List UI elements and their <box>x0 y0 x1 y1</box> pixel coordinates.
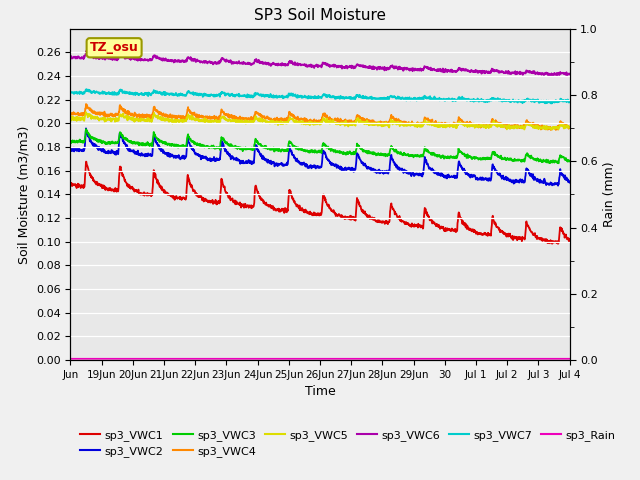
sp3_VWC5 <box>82 109 90 115</box>
sp3_VWC3 <box>76 137 84 143</box>
Line: sp3_VWC4: sp3_VWC4 <box>70 104 570 130</box>
sp3_VWC7 <box>323 94 330 100</box>
sp3_VWC2 <box>566 180 573 185</box>
sp3_VWC5 <box>411 122 419 128</box>
sp3_VWC4 <box>534 122 541 128</box>
sp3_VWC5 <box>76 116 84 121</box>
sp3_VWC4 <box>82 101 90 107</box>
sp3_Rain <box>67 356 74 362</box>
sp3_VWC2 <box>156 144 164 150</box>
sp3_VWC2 <box>76 147 84 153</box>
sp3_VWC2 <box>411 171 419 177</box>
sp3_VWC7 <box>534 97 541 103</box>
Line: sp3_VWC3: sp3_VWC3 <box>70 129 570 163</box>
sp3_Rain <box>534 356 541 362</box>
sp3_VWC5 <box>548 127 556 132</box>
Line: sp3_VWC1: sp3_VWC1 <box>70 162 570 244</box>
Line: sp3_VWC5: sp3_VWC5 <box>70 112 570 130</box>
sp3_VWC4 <box>292 115 300 120</box>
sp3_VWC1 <box>76 183 84 189</box>
sp3_VWC1 <box>67 180 74 186</box>
sp3_VWC6 <box>82 48 90 54</box>
sp3_VWC3 <box>411 153 419 159</box>
sp3_VWC2 <box>67 146 74 152</box>
sp3_VWC3 <box>292 144 300 150</box>
sp3_Rain <box>156 356 164 362</box>
sp3_VWC6 <box>411 66 419 72</box>
sp3_VWC4 <box>156 110 164 116</box>
sp3_VWC4 <box>67 111 74 117</box>
sp3_VWC3 <box>323 143 330 148</box>
sp3_VWC4 <box>411 120 419 126</box>
sp3_VWC7 <box>156 89 164 95</box>
sp3_VWC6 <box>292 62 300 68</box>
sp3_VWC1 <box>566 238 573 244</box>
sp3_VWC3 <box>82 126 90 132</box>
sp3_VWC3 <box>534 156 541 162</box>
sp3_VWC7 <box>566 99 573 105</box>
sp3_Rain <box>76 356 84 362</box>
Line: sp3_VWC7: sp3_VWC7 <box>70 89 570 104</box>
sp3_VWC5 <box>323 120 330 125</box>
sp3_VWC2 <box>323 155 330 160</box>
sp3_VWC6 <box>547 72 554 78</box>
Line: sp3_VWC6: sp3_VWC6 <box>70 51 570 75</box>
sp3_Rain <box>292 356 300 362</box>
sp3_VWC1 <box>554 241 562 247</box>
sp3_VWC6 <box>323 60 330 66</box>
Title: SP3 Soil Moisture: SP3 Soil Moisture <box>254 9 386 24</box>
Text: TZ_osu: TZ_osu <box>90 41 138 54</box>
sp3_VWC6 <box>566 72 573 77</box>
sp3_VWC4 <box>566 124 573 130</box>
sp3_VWC5 <box>566 124 573 130</box>
sp3_VWC2 <box>534 178 541 183</box>
sp3_VWC2 <box>292 156 300 162</box>
sp3_VWC7 <box>547 101 555 107</box>
sp3_VWC2 <box>82 125 90 131</box>
sp3_VWC7 <box>76 91 84 96</box>
sp3_VWC4 <box>76 113 84 119</box>
Y-axis label: Soil Moisture (m3/m3): Soil Moisture (m3/m3) <box>17 125 30 264</box>
sp3_VWC6 <box>534 71 541 76</box>
sp3_VWC2 <box>554 183 562 189</box>
sp3_VWC1 <box>323 199 330 205</box>
sp3_VWC1 <box>156 182 164 188</box>
sp3_VWC3 <box>566 158 573 164</box>
sp3_VWC7 <box>411 95 419 100</box>
sp3_VWC5 <box>534 125 541 131</box>
sp3_VWC1 <box>82 159 90 165</box>
sp3_VWC5 <box>292 119 300 124</box>
sp3_VWC7 <box>67 89 74 95</box>
sp3_VWC1 <box>411 224 419 229</box>
sp3_VWC5 <box>67 116 74 121</box>
sp3_VWC3 <box>67 139 74 145</box>
sp3_VWC7 <box>292 93 300 99</box>
sp3_VWC5 <box>156 116 164 121</box>
sp3_VWC3 <box>555 160 563 166</box>
sp3_VWC6 <box>67 54 74 60</box>
sp3_VWC7 <box>83 86 90 92</box>
sp3_VWC3 <box>156 137 164 143</box>
sp3_VWC4 <box>547 127 555 133</box>
sp3_Rain <box>322 356 330 362</box>
Line: sp3_VWC2: sp3_VWC2 <box>70 128 570 186</box>
Y-axis label: Rain (mm): Rain (mm) <box>604 162 616 227</box>
X-axis label: Time: Time <box>305 385 335 398</box>
sp3_VWC1 <box>292 204 300 209</box>
sp3_VWC6 <box>76 55 84 61</box>
sp3_VWC1 <box>534 235 541 240</box>
Legend: sp3_VWC1, sp3_VWC2, sp3_VWC3, sp3_VWC4, sp3_VWC5, sp3_VWC6, sp3_VWC7, sp3_Rain: sp3_VWC1, sp3_VWC2, sp3_VWC3, sp3_VWC4, … <box>76 425 620 461</box>
sp3_VWC6 <box>156 56 164 61</box>
sp3_VWC4 <box>323 114 330 120</box>
sp3_Rain <box>411 356 419 362</box>
sp3_Rain <box>566 356 573 362</box>
